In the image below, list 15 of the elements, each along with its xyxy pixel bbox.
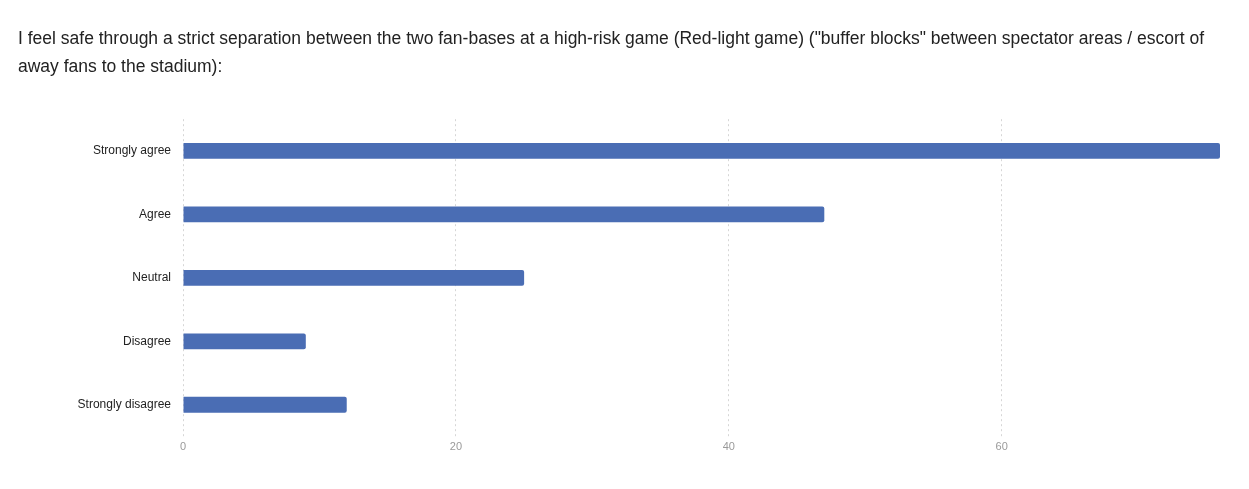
y-tick-label: Strongly disagree bbox=[77, 397, 172, 412]
y-tick-label: Strongly agree bbox=[92, 143, 172, 158]
x-tick-label: 40 bbox=[722, 440, 735, 453]
x-tick-label: 20 bbox=[449, 440, 463, 453]
x-tick-label: 60 bbox=[995, 440, 1008, 453]
y-tick-label: Disagree bbox=[122, 333, 172, 348]
bar bbox=[183, 206, 825, 223]
bar bbox=[183, 396, 347, 413]
bar bbox=[183, 143, 1220, 159]
bar bbox=[183, 269, 525, 286]
bar bbox=[183, 333, 306, 350]
x-tick-label: 0 bbox=[179, 440, 187, 453]
chart-title: I feel safe through a strict separation between the two fan-bases at a high-risk game (Red-light game) ("buffer blocks" between spectator areas / escort of away fans to the stadium): bbox=[18, 27, 1206, 78]
y-tick-label: Agree bbox=[138, 206, 172, 221]
y-tick-label: Neutral bbox=[132, 270, 171, 285]
